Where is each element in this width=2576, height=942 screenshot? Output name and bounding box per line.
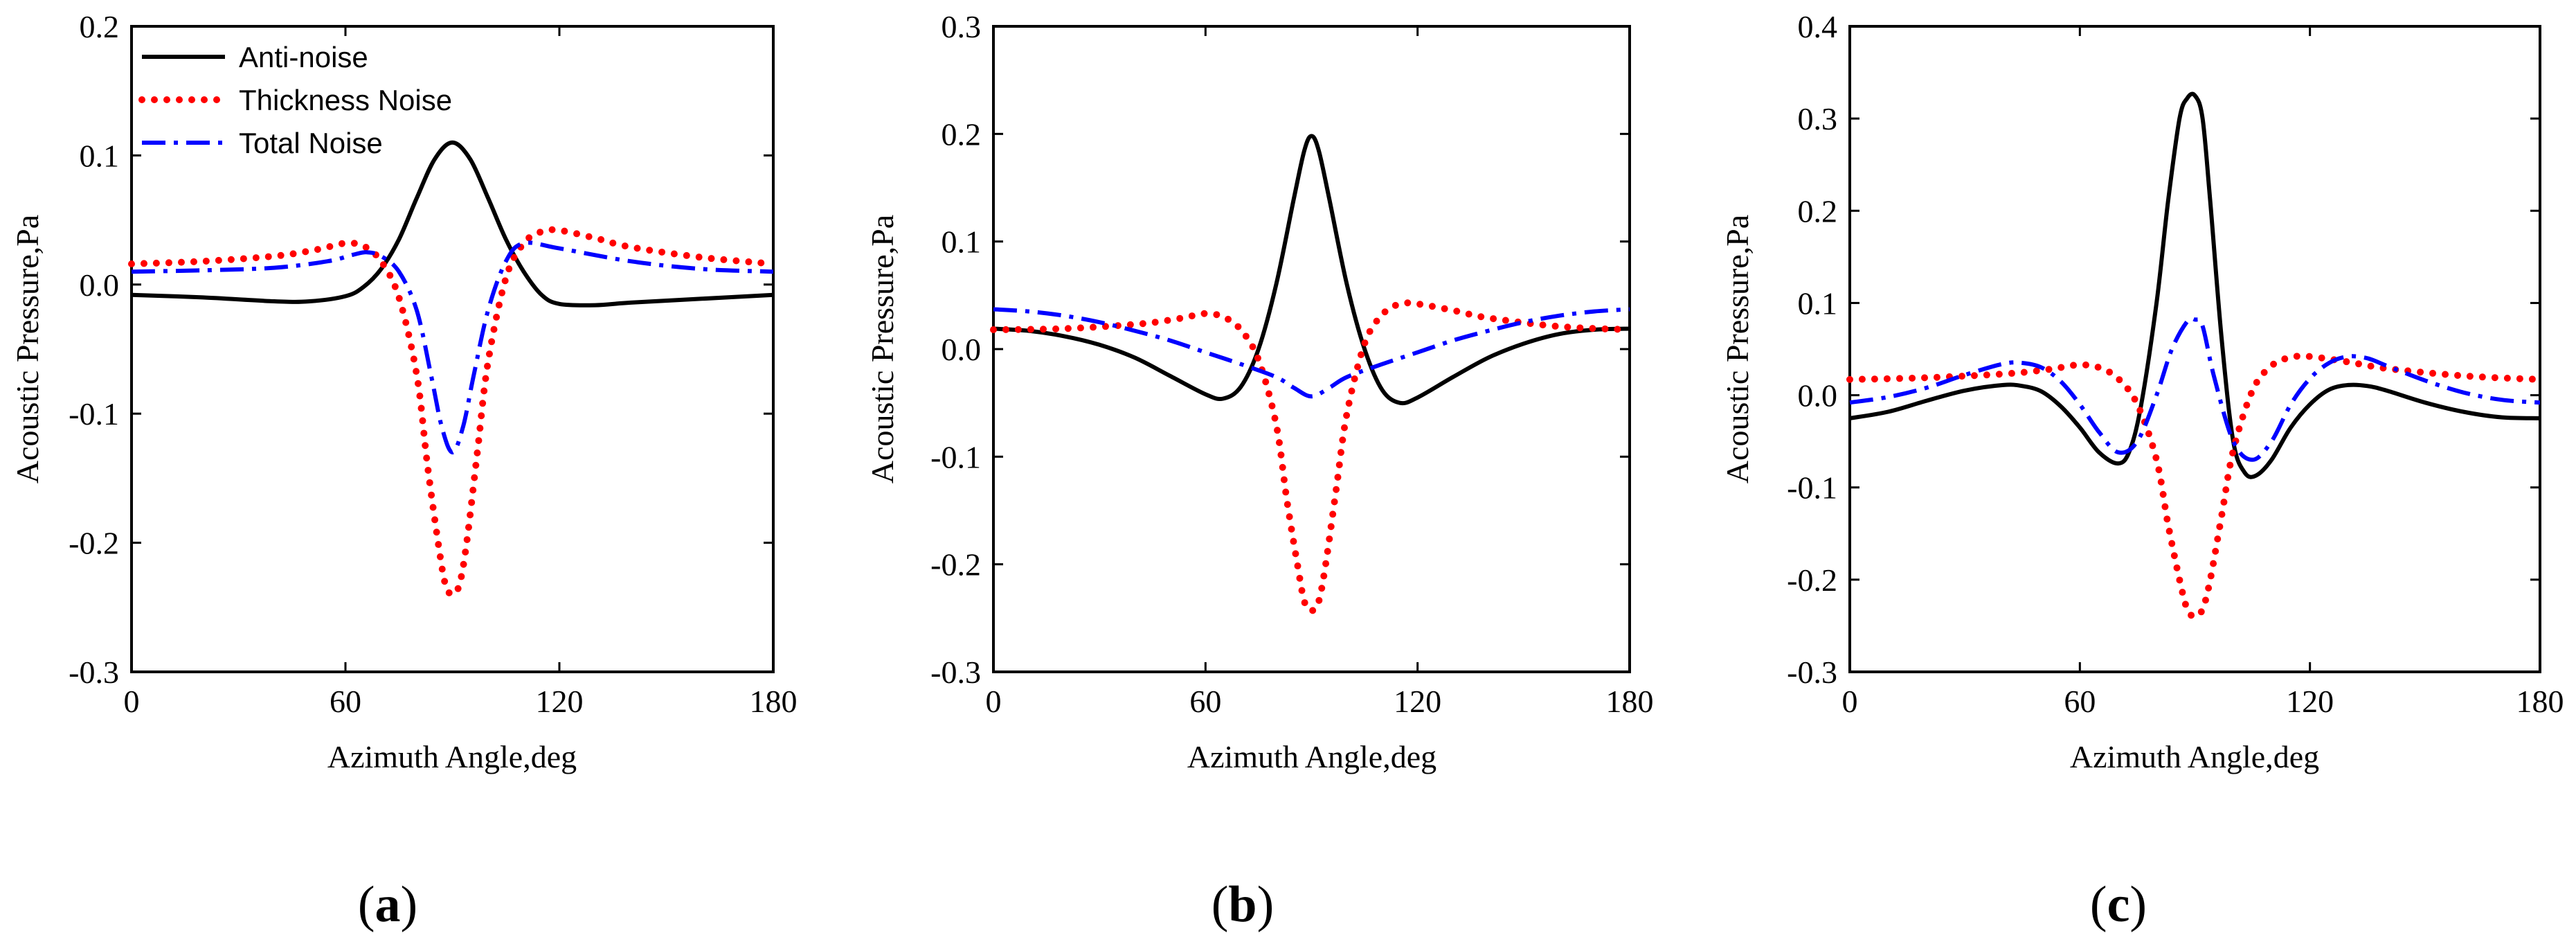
x-tick-label: 0 (124, 684, 140, 719)
panel-label-letter: a (375, 876, 401, 933)
legend: Anti-noise Thickness Noise Total Noise (138, 41, 452, 159)
series-line-thickness-noise (1846, 353, 2543, 621)
x-tick-label: 120 (2286, 684, 2334, 719)
panel-label-c: (c) (2090, 876, 2147, 933)
x-tick-label: 180 (2516, 684, 2564, 719)
legend-label-thickness-noise: Thickness Noise (239, 84, 452, 116)
y-tick-label: 0.3 (942, 9, 982, 44)
panel-label-letter: c (2107, 876, 2130, 933)
y-tick-label: 0.0 (80, 267, 120, 303)
y-tick-label: 0.0 (1798, 378, 1838, 414)
x-axis-title: Azimuth Angle,deg (1187, 739, 1436, 774)
panel-label-open: ( (1212, 876, 1229, 933)
series-line-anti-noise (131, 140, 774, 308)
y-tick-label: -0.2 (1787, 562, 1837, 598)
axis-ticks (130, 25, 775, 673)
legend-item-total-noise: Total Noise (142, 127, 383, 159)
series-curves (1846, 91, 2543, 621)
x-tick-label: 0 (986, 684, 1002, 719)
plot-frame (1848, 25, 2541, 673)
axis-ticks (1848, 25, 2541, 673)
y-tick-label: 0.1 (80, 138, 120, 173)
y-tick-label: -0.1 (930, 439, 981, 474)
legend-item-thickness-noise: Thickness Noise (138, 84, 452, 116)
legend-item-anti-noise: Anti-noise (142, 41, 368, 73)
x-tick-label: 120 (536, 684, 584, 719)
y-tick-label: 0.4 (1798, 9, 1838, 44)
x-tick-labels: 0 60 120 180 (124, 684, 798, 719)
panel-a: -0.3 -0.2 -0.1 0.0 0.1 0.2 0 60 120 180 Acoustic… (10, 9, 798, 933)
y-tick-label: -0.3 (69, 655, 119, 690)
y-tick-label: -0.3 (1787, 655, 1837, 690)
panel-label-close: ) (2129, 876, 2147, 933)
y-tick-label: 0.3 (1798, 101, 1838, 136)
x-tick-label: 180 (1606, 684, 1654, 719)
x-tick-label: 0 (1842, 684, 1858, 719)
x-tick-label: 120 (1394, 684, 1441, 719)
panel-label-b: (b) (1212, 876, 1274, 933)
x-tick-label: 60 (330, 684, 361, 719)
x-axis-title: Azimuth Angle,deg (2070, 739, 2319, 774)
x-tick-labels: 0 60 120 180 (1842, 684, 2564, 719)
x-tick-label: 60 (2064, 684, 2096, 719)
plot-frame (992, 25, 1631, 673)
x-tick-label: 60 (1189, 684, 1221, 719)
y-tick-label: -0.3 (930, 655, 981, 690)
y-tick-label: -0.1 (69, 396, 119, 432)
x-tick-labels: 0 60 120 180 (986, 684, 1654, 719)
y-tick-label: -0.2 (930, 547, 981, 583)
y-tick-label: 0.0 (942, 332, 982, 367)
panel-label-open: ( (358, 876, 375, 933)
y-tick-label: -0.2 (69, 526, 119, 561)
series-line-anti-noise (993, 134, 1630, 406)
panel-b: -0.3 -0.2 -0.1 0.0 0.1 0.2 0.3 0 60 120 180 Acous… (865, 9, 1654, 933)
panel-label-open: ( (2090, 876, 2107, 933)
y-tick-label: 0.2 (1798, 193, 1838, 229)
x-axis-title: Azimuth Angle,deg (327, 739, 577, 774)
panel-label-a: (a) (358, 876, 417, 933)
legend-label-total-noise: Total Noise (239, 127, 383, 159)
series-curves (990, 134, 1633, 614)
x-tick-label: 180 (750, 684, 798, 719)
series-line-thickness-noise (128, 226, 777, 598)
y-tick-label: 0.2 (942, 116, 982, 152)
y-axis-title: Acoustic Pressure,Pa (865, 215, 900, 483)
y-tick-labels: -0.3 -0.2 -0.1 0.0 0.1 0.2 (69, 9, 119, 690)
panel-label-close: ) (1257, 876, 1275, 933)
panel-label-close: ) (401, 876, 418, 933)
series-line-total-noise (993, 307, 1630, 399)
series-curves (128, 140, 777, 598)
series-line-total-noise (131, 240, 774, 455)
y-axis-title: Acoustic Pressure,Pa (10, 215, 45, 483)
plot-frame (130, 25, 775, 673)
y-tick-labels: -0.3 -0.2 -0.1 0.0 0.1 0.2 0.3 (930, 9, 981, 690)
series-line-anti-noise (1849, 91, 2541, 479)
panel-c: -0.3 -0.2 -0.1 0.0 0.1 0.2 0.3 0.4 0 60 120 180 Ac… (1720, 9, 2564, 933)
y-tick-labels: -0.3 -0.2 -0.1 0.0 0.1 0.2 0.3 0.4 (1787, 9, 1837, 690)
panel-label-letter: b (1228, 876, 1257, 933)
series-line-total-noise (1849, 316, 2541, 462)
y-tick-label: -0.1 (1787, 470, 1837, 506)
y-axis-title: Acoustic Pressure,Pa (1720, 215, 1755, 483)
axis-ticks (992, 25, 1631, 673)
series-line-thickness-noise (990, 299, 1633, 614)
y-tick-label: 0.1 (1798, 285, 1838, 321)
legend-label-anti-noise: Anti-noise (239, 41, 368, 73)
y-tick-label: 0.1 (942, 224, 982, 260)
y-tick-label: 0.2 (80, 9, 120, 44)
